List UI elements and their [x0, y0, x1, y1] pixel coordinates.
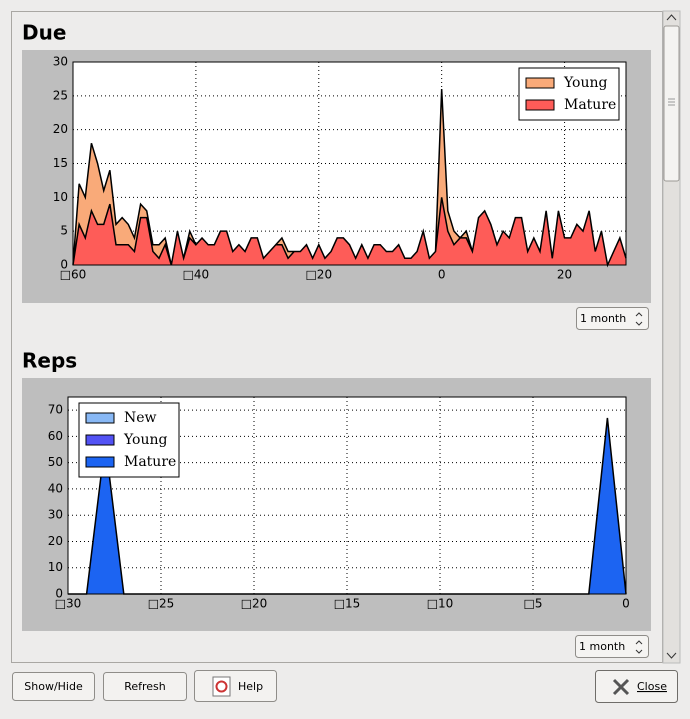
legend-swatch	[85, 434, 115, 446]
y-tick-label: 40	[48, 481, 63, 495]
plot-border	[72, 61, 627, 266]
y-tick-label: 30	[53, 55, 68, 69]
refresh-button[interactable]	[103, 672, 187, 701]
chart-title: Reps	[22, 349, 77, 373]
legend-label: Mature	[564, 97, 616, 113]
y-tick-label: 30	[48, 508, 63, 522]
scroll-down[interactable]	[666, 652, 677, 659]
legend-label: Mature	[124, 454, 176, 470]
x-tick-label: 0	[438, 268, 446, 282]
legend	[518, 67, 620, 121]
period-label: 1 month	[580, 312, 626, 325]
x-tick-label: 20	[557, 268, 572, 282]
y-tick-label: 20	[53, 122, 68, 136]
button-label: Show/Hide	[24, 680, 83, 693]
plot-border	[67, 396, 627, 595]
legend-label: Young	[563, 75, 607, 91]
y-tick-label: 15	[53, 156, 68, 170]
y-tick-label: 70	[48, 403, 63, 417]
select-arrows	[635, 640, 643, 654]
y-tick-label: 0	[60, 258, 68, 272]
legend-swatch	[525, 99, 555, 111]
help-icon	[212, 676, 231, 697]
show-hide-button[interactable]	[12, 672, 95, 701]
scroll-up[interactable]	[666, 14, 677, 21]
x-tick-label: □25	[148, 597, 175, 611]
x-tick-label: □30	[55, 597, 82, 611]
button-label: Help	[238, 680, 263, 693]
select-arrows	[635, 312, 643, 326]
x-tick-label: □40	[183, 268, 210, 282]
legend-swatch	[85, 456, 115, 468]
y-tick-label: 5	[60, 224, 68, 238]
grip	[668, 98, 675, 106]
button-label: Refresh	[124, 680, 166, 693]
x-tick-label: □20	[241, 597, 268, 611]
period-select[interactable]	[576, 307, 649, 330]
legend-label: New	[124, 410, 157, 426]
legend-label: Young	[123, 432, 167, 448]
y-tick-label: 50	[48, 455, 63, 469]
y-tick-label: 10	[53, 190, 68, 204]
y-tick-label: 0	[55, 587, 63, 601]
legend-swatch	[525, 77, 555, 89]
y-tick-label: 20	[48, 534, 63, 548]
x-tick-label: □60	[60, 268, 87, 282]
x-tick-label: □10	[427, 597, 454, 611]
close-button[interactable]	[595, 670, 678, 703]
y-tick-label: 25	[53, 88, 68, 102]
x-tick-label: □5	[524, 597, 543, 611]
x-tick-label: □20	[305, 268, 332, 282]
legend-swatch	[85, 412, 115, 424]
period-select[interactable]	[575, 635, 649, 658]
period-label: 1 month	[579, 640, 625, 653]
y-tick-label: 60	[48, 429, 63, 443]
x-tick-label: □15	[334, 597, 361, 611]
scroll-thumb[interactable]	[663, 25, 680, 182]
help-button[interactable]	[194, 670, 277, 702]
close-icon	[612, 678, 630, 696]
x-tick-label: 0	[622, 597, 630, 611]
chart-title: Due	[22, 21, 66, 45]
y-tick-label: 10	[48, 560, 63, 574]
button-label: Close	[637, 680, 667, 693]
